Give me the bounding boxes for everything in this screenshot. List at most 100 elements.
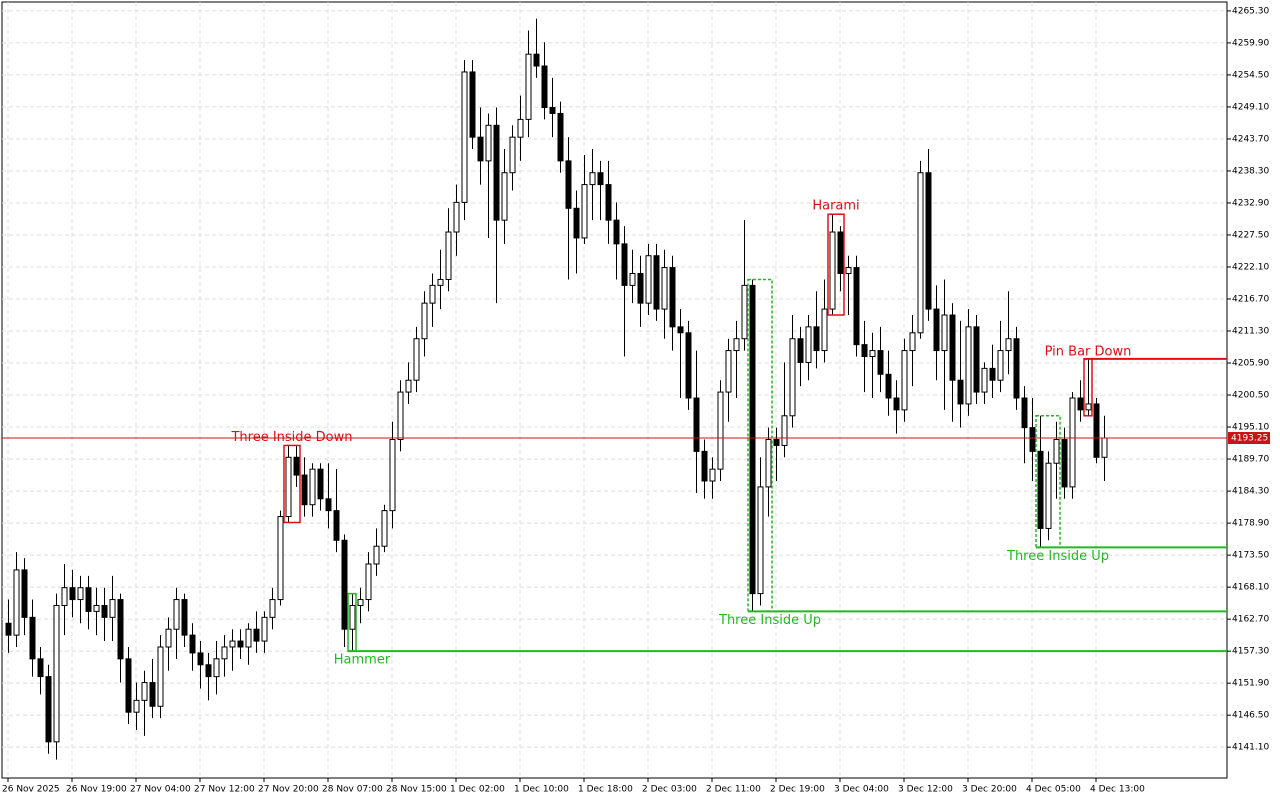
candle-body (133, 699, 140, 713)
candle-body (229, 640, 236, 648)
candle-body (325, 498, 332, 512)
candle-body (965, 326, 972, 405)
candle-body (445, 231, 452, 280)
x-tick-label: 2 Dec 11:00 (706, 785, 761, 795)
y-tick-label: 4232.90 (1232, 198, 1269, 208)
y-tick-label: 4259.90 (1232, 38, 1269, 48)
y-tick-label: 4195.10 (1232, 423, 1269, 433)
candle-body (117, 599, 124, 660)
candle-body (525, 53, 532, 120)
candle-body (45, 676, 52, 743)
y-tick-label: 4227.50 (1232, 230, 1269, 240)
x-tick-label: 26 Nov 2025 (2, 785, 60, 795)
candle-body (813, 326, 820, 352)
candle-body (645, 255, 652, 304)
candle-body (765, 439, 772, 488)
y-tick-label: 4249.10 (1232, 102, 1269, 112)
candle-body (381, 510, 388, 547)
candle-body (1037, 450, 1044, 529)
candle-body (933, 308, 940, 352)
candle-body (637, 273, 644, 304)
candle-body (901, 350, 908, 411)
candle-body (917, 172, 924, 334)
y-tick-label: 4254.50 (1232, 70, 1269, 80)
candle-body (21, 569, 28, 618)
candle-body (1013, 338, 1020, 399)
y-tick-label: 4205.90 (1232, 359, 1269, 369)
y-tick-label: 4243.70 (1232, 134, 1269, 144)
y-tick-label: 4178.90 (1232, 519, 1269, 529)
y-tick-label: 4189.70 (1232, 455, 1269, 465)
candle-body (1045, 462, 1052, 529)
y-tick-label: 4157.30 (1232, 647, 1269, 657)
y-tick-label: 4151.90 (1232, 679, 1269, 689)
candle-body (501, 172, 508, 221)
pattern-label: Pin Bar Down (1045, 344, 1132, 359)
candle-body (357, 599, 364, 606)
candle-body (837, 231, 844, 275)
candle-body (101, 604, 108, 618)
current-price-label: 4193.25 (1231, 434, 1268, 444)
candle-body (925, 172, 932, 310)
candle-body (1021, 397, 1028, 429)
y-tick-label: 4184.30 (1232, 487, 1269, 497)
candle-body (509, 136, 516, 174)
candle-body (149, 682, 156, 707)
candle-body (245, 628, 252, 648)
candle-body (429, 284, 436, 304)
candle-body (1005, 338, 1012, 352)
candle-body (413, 338, 420, 381)
candle-body (717, 391, 724, 470)
candle-body (597, 172, 604, 186)
candle-body (237, 640, 244, 648)
candle-body (53, 604, 60, 743)
candle-body (701, 450, 708, 482)
x-tick-label: 2 Dec 19:00 (770, 785, 825, 795)
candle-body (725, 350, 732, 393)
candle-body (789, 338, 796, 417)
x-tick-label: 27 Nov 20:00 (258, 785, 319, 795)
candle-body (109, 599, 116, 618)
pattern-label: Three Inside Up (718, 613, 821, 628)
candle-body (341, 539, 348, 630)
x-tick-label: 2 Dec 03:00 (642, 785, 697, 795)
grid (2, 2, 1231, 782)
x-tick-label: 3 Dec 04:00 (834, 785, 889, 795)
y-tick-label: 4222.10 (1232, 262, 1269, 272)
candle-body (349, 604, 356, 630)
candle-body (613, 219, 620, 245)
plot-frame (1, 1, 1228, 779)
candle-body (485, 124, 492, 162)
y-tick-label: 4238.30 (1232, 166, 1269, 176)
candle-body (853, 267, 860, 346)
candle-body (877, 350, 884, 375)
candle-body (293, 456, 300, 476)
candle-body (677, 326, 684, 334)
candle-body (757, 486, 764, 595)
x-tick-label: 28 Nov 15:00 (386, 785, 447, 795)
candle-body (1085, 403, 1092, 411)
candle-body (317, 468, 324, 500)
candle-body (749, 284, 756, 595)
y-tick-label: 4146.50 (1232, 711, 1269, 721)
candle-body (589, 172, 596, 186)
candle-body (437, 278, 444, 286)
candle-body (829, 231, 836, 310)
candle-body (85, 587, 92, 612)
candle-body (1029, 427, 1036, 452)
candle-body (549, 107, 556, 114)
candle-body (869, 350, 876, 358)
candle-body (821, 308, 828, 352)
candle-body (301, 474, 308, 506)
pattern-label: Three Inside Up (1006, 549, 1109, 564)
x-tick-label: 1 Dec 18:00 (578, 785, 633, 795)
candle-body (605, 184, 612, 221)
candle-body (533, 53, 540, 67)
candle-body (309, 468, 316, 506)
candle-body (493, 124, 500, 221)
y-tick-label: 4211.30 (1232, 327, 1269, 337)
x-tick-label: 27 Nov 04:00 (130, 785, 191, 795)
candle-body (29, 616, 36, 660)
candle-body (541, 65, 548, 109)
candle-body (397, 391, 404, 441)
